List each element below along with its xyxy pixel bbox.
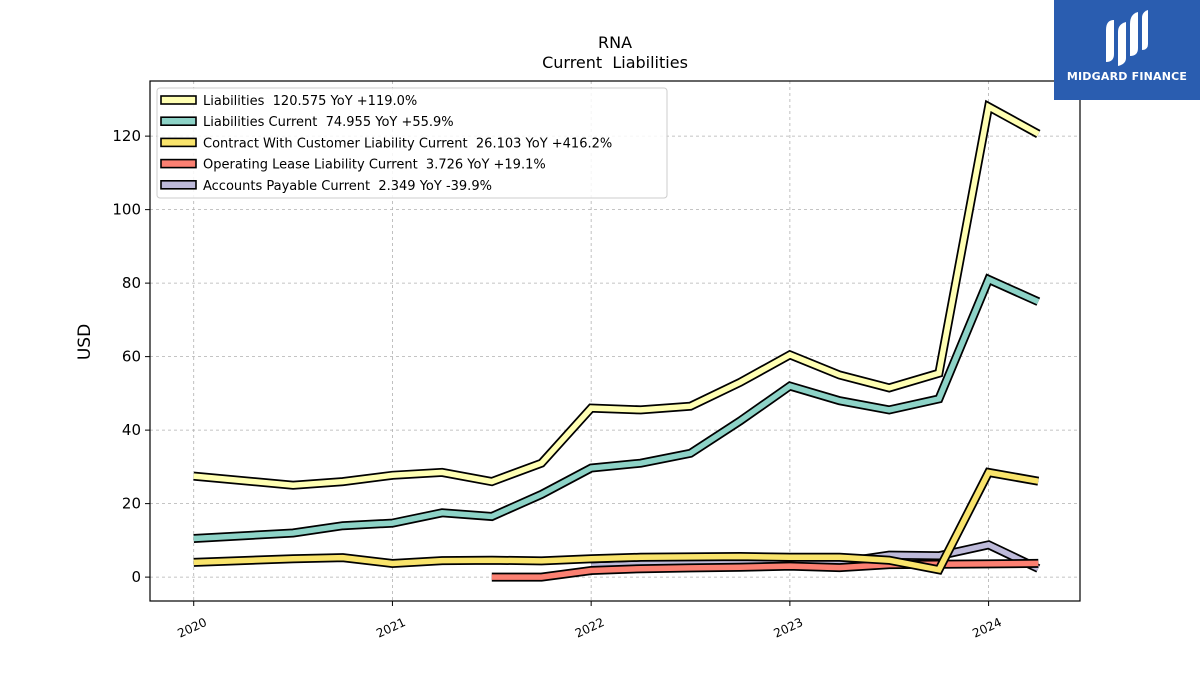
legend-box [156, 87, 668, 199]
series-lines [193, 99, 1041, 582]
series-3-line [491, 558, 1039, 582]
legend-swatch [160, 158, 197, 169]
series-stroke [491, 560, 1039, 580]
series-stroke [193, 275, 1040, 542]
legend-label: Contract With Customer Liability Current… [203, 136, 612, 151]
legend-label: Liabilities Current 74.955 YoY +55.9% [203, 115, 454, 130]
y-tick-label: 100 [112, 201, 141, 219]
legend-swatch [160, 116, 197, 126]
y-tick-label: 20 [122, 495, 141, 513]
legend: Liabilities 120.575 YoY +119.0% Liabiliti… [156, 87, 668, 199]
legend-swatch [160, 180, 197, 190]
midgard-finance-logo: MIDGARD FINANCE [1054, 0, 1200, 100]
axis-ticks: 0 20 40 60 80 100 120 2020 2021 2022 2023 2024 [112, 127, 1003, 641]
legend-label: Operating Lease Liability Current 3.726 … [203, 158, 546, 173]
plot-area-frame [149, 80, 1081, 602]
y-tick-label: 40 [122, 421, 141, 439]
series-stroke [193, 469, 1039, 573]
x-tick-label: 2022 [573, 615, 607, 641]
x-tick-label: 2024 [970, 615, 1004, 641]
x-tick-label: 2021 [374, 615, 408, 641]
legend-label: Accounts Payable Current 2.349 YoY -39.9… [203, 179, 492, 194]
y-tick-label: 0 [131, 568, 141, 586]
x-tick-label: 2023 [772, 615, 806, 641]
y-axis-label: USD [75, 324, 95, 360]
legend-swatch [160, 137, 197, 148]
series-stroke [193, 102, 1040, 488]
x-tick-label: 2020 [175, 615, 209, 641]
y-tick-label: 120 [112, 127, 141, 145]
chart-subtitle: Current Liabilities [542, 53, 688, 72]
y-tick-label: 80 [122, 274, 141, 292]
midgard-logo-icon [1106, 10, 1148, 66]
logo-text: MIDGARD FINANCE [1066, 70, 1188, 83]
series-1-line [193, 273, 1041, 543]
series-0-line [193, 99, 1041, 490]
legend-label: Liabilities 120.575 YoY +119.0% [203, 94, 417, 109]
y-tick-label: 60 [122, 348, 141, 366]
legend-swatch [160, 95, 197, 105]
series-2-line [193, 467, 1040, 575]
chart-title: RNA [598, 33, 632, 52]
